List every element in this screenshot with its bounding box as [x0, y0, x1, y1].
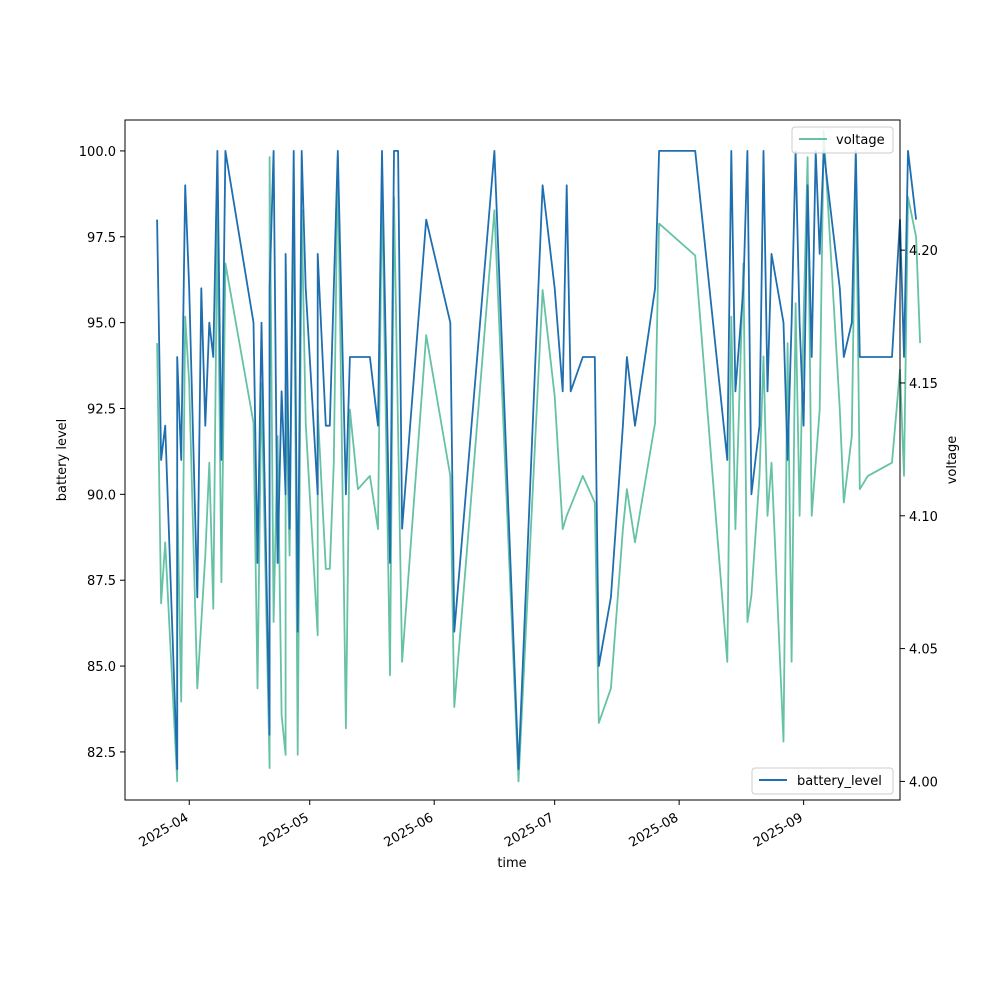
y2-axis-title: voltage	[945, 436, 960, 485]
y2-tick-label: 4.15	[909, 377, 938, 392]
y-tick-label: 92.5	[87, 402, 116, 417]
plot-frame	[124, 119, 901, 801]
y-tick-label: 87.5	[87, 574, 116, 589]
legend-voltage-box	[791, 126, 894, 154]
legend-voltage-label: voltage	[836, 133, 885, 148]
legend-battery-label: battery_level	[797, 774, 882, 789]
legend-battery: battery_level	[751, 767, 894, 795]
y-tick-label: 100.0	[79, 145, 116, 160]
y2-tick-label: 4.00	[909, 775, 938, 790]
y-tick-label: 82.5	[87, 746, 116, 761]
legend-battery-box	[751, 767, 894, 795]
series-line-battery-level	[156, 149, 917, 770]
y-tick-label: 95.0	[87, 317, 116, 332]
series-layer	[156, 129, 921, 783]
series-line-voltage	[156, 129, 921, 783]
y2-tick-label: 4.10	[909, 510, 938, 525]
y-tick-label: 90.0	[87, 488, 116, 503]
y-axis-title: battery level	[55, 419, 70, 502]
y2-tick-label: 4.05	[909, 643, 938, 658]
x-axis-title: time	[497, 856, 526, 871]
y2-tick-label: 4.20	[909, 244, 938, 259]
y-tick-label: 85.0	[87, 660, 116, 675]
legend-voltage: voltage	[791, 126, 894, 154]
y-tick-label: 97.5	[87, 231, 116, 246]
